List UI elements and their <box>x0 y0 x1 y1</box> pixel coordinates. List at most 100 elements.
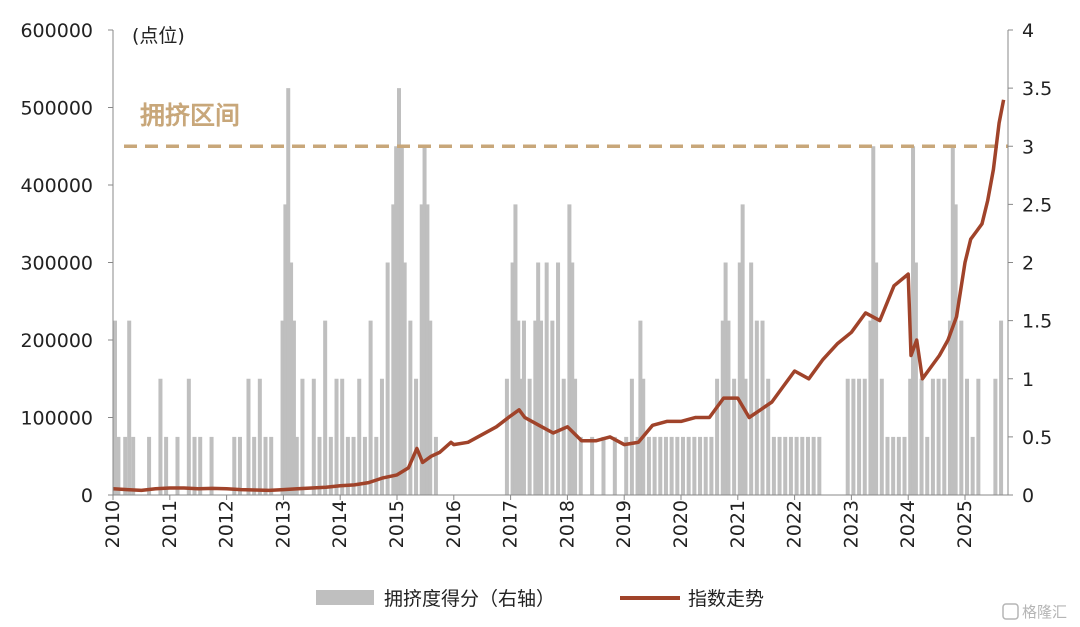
crowding-bar-29 <box>263 436 268 496</box>
crowding-bar-103 <box>652 436 657 496</box>
x-tick-label-2012: 2012 <box>216 500 238 548</box>
crowding-bar-148 <box>891 436 896 496</box>
crowding-bar-113 <box>709 436 714 496</box>
y-left-tick-label-300000: 300000 <box>20 253 93 275</box>
crowding-bar-121 <box>743 378 748 495</box>
crowding-bar-34 <box>286 88 291 496</box>
crowding-bar-82 <box>544 262 549 495</box>
y-right-tick-label-2: 2 <box>1022 253 1034 275</box>
crowding-bar-149 <box>896 436 901 496</box>
y-left-tick-label-0: 0 <box>81 485 93 507</box>
crowding-bar-1 <box>116 436 121 496</box>
watermark-logo-icon <box>1002 603 1019 620</box>
x-tick-label-2017: 2017 <box>500 500 522 548</box>
crowding-bar-27 <box>252 436 257 496</box>
x-tick-label-2025: 2025 <box>954 500 976 548</box>
crowding-bar-77 <box>521 320 526 496</box>
crowding-bar-144 <box>871 146 876 495</box>
crowding-bar-58 <box>402 262 407 495</box>
crowding-bar-0 <box>113 320 117 496</box>
legend: 拥挤度得分（右轴） 指数走势 <box>316 588 764 610</box>
reference-band-label: 拥挤区间 <box>140 101 240 130</box>
crowding-bar-46 <box>345 436 350 496</box>
crowding-bar-140 <box>851 378 856 495</box>
crowding-bar-59 <box>408 320 413 496</box>
crowding-bar-84 <box>556 262 561 495</box>
crowding-bar-95 <box>612 436 617 496</box>
y-left-tick-labels: 0 100000 200000 300000 400000 500000 600000 <box>20 20 113 507</box>
crowding-bar-32 <box>280 320 285 496</box>
y-left-tick-label-100000: 100000 <box>20 408 93 430</box>
crowding-bar-74 <box>513 204 518 496</box>
crowding-bar-37 <box>294 436 299 496</box>
crowding-bar-55 <box>394 146 399 495</box>
crowding-bar-28 <box>257 378 262 495</box>
crowding-bar-48 <box>357 378 362 495</box>
crowding-bar-60 <box>414 378 419 495</box>
crowding-bar-154 <box>919 378 924 495</box>
crowding-bar-114 <box>715 378 720 495</box>
crowding-bar-107 <box>675 436 680 496</box>
x-tick-label-2014: 2014 <box>329 500 351 548</box>
crowding-bar-35 <box>289 262 294 495</box>
x-tick-label-2010: 2010 <box>102 500 124 548</box>
x-tick-label-2015: 2015 <box>386 500 408 548</box>
crowding-bar-98 <box>629 378 634 495</box>
x-tick-label-2021: 2021 <box>727 500 749 548</box>
x-tick-label-2022: 2022 <box>784 500 806 548</box>
crowding-bar-125 <box>766 378 771 495</box>
crowding-bar-5 <box>131 436 136 496</box>
crowding-bar-73 <box>510 262 515 495</box>
crowding-bar-52 <box>379 378 384 495</box>
crowding-bar-13 <box>175 436 180 496</box>
y-right-tick-label-3.5: 3.5 <box>1022 78 1052 100</box>
crowding-bar-120 <box>740 204 745 496</box>
index-line <box>112 99 1006 493</box>
crowding-bar-8 <box>147 436 152 496</box>
crowding-bar-165 <box>976 378 981 495</box>
crowding-bar-23 <box>232 436 237 496</box>
crowding-bar-146 <box>879 378 884 495</box>
crowding-bar-88 <box>573 378 578 495</box>
x-tick-labels: 2010 2011 2012 2013 2014 2015 2016 2017 2018 2019… <box>102 495 976 548</box>
crowding-bar-57 <box>399 146 404 495</box>
crowding-bar-111 <box>698 436 703 496</box>
crowding-bar-51 <box>374 436 379 496</box>
crowding-bar-130 <box>794 436 799 496</box>
crowding-bar-91 <box>590 436 595 496</box>
crowding-bar-99 <box>635 436 640 496</box>
y-right-tick-label-1: 1 <box>1022 369 1034 391</box>
crowding-bar-106 <box>669 436 674 496</box>
crowding-bar-62 <box>422 146 427 495</box>
crowding-bar-112 <box>703 436 708 496</box>
crowding-bar-115 <box>720 320 725 496</box>
crowding-bar-53 <box>385 262 390 495</box>
crowding-bar-160 <box>950 146 955 495</box>
crowding-bar-119 <box>737 262 742 495</box>
crowding-bar-122 <box>749 262 754 495</box>
y-right-tick-label-4: 4 <box>1022 20 1034 42</box>
unit-label: (点位) <box>132 25 185 47</box>
crowding-bar-81 <box>539 320 543 496</box>
crowding-bar-3 <box>123 436 128 496</box>
crowding-bar-126 <box>771 436 776 496</box>
crowding-bar-152 <box>911 146 916 495</box>
crowding-bar-16 <box>192 436 197 496</box>
crowding-bar-85 <box>561 378 566 495</box>
crowding-bar-151 <box>908 378 913 495</box>
crowding-bar-127 <box>777 436 782 496</box>
crowding-bar-75 <box>516 320 521 496</box>
y-left-tick-label-600000: 600000 <box>20 20 93 42</box>
y-left-tick-label-500000: 500000 <box>20 98 93 120</box>
crowding-bar-133 <box>811 436 816 496</box>
crowding-bar-145 <box>874 262 879 495</box>
x-tick-label-2016: 2016 <box>443 500 465 548</box>
crowding-bar-33 <box>283 204 288 496</box>
crowding-bar-132 <box>805 436 810 496</box>
crowding-bar-61 <box>419 204 424 496</box>
crowding-bar-38 <box>300 378 305 495</box>
x-tick-label-2019: 2019 <box>613 500 635 548</box>
crowding-bar-142 <box>862 378 867 495</box>
legend-label-index: 指数走势 <box>688 588 764 610</box>
y-left-tick-label-200000: 200000 <box>20 330 93 352</box>
